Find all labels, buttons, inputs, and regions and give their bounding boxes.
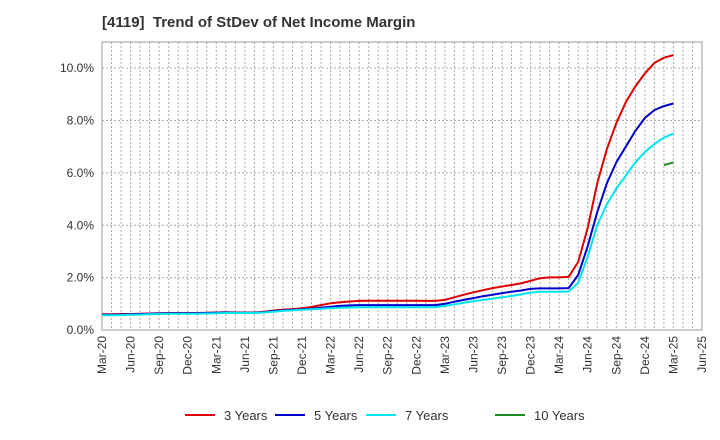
x-tick-label: Sep-24 [609, 336, 623, 375]
x-tick-label: Sep-23 [495, 336, 509, 375]
x-tick-label: Mar-21 [209, 336, 223, 374]
chart-title: [4119] Trend of StDev of Net Income Marg… [102, 14, 416, 31]
series-line-10-years [663, 161, 674, 167]
x-tick-label: Jun-25 [695, 336, 709, 373]
x-tick-label: Mar-23 [438, 336, 452, 374]
plot-frame [101, 41, 703, 331]
x-tick-label: Mar-22 [324, 336, 338, 374]
legend-label-3-years: 3 Years [224, 408, 268, 423]
series-lines [102, 54, 674, 317]
y-tick-label: 10.0% [60, 61, 94, 75]
y-tick-label: 6.0% [67, 166, 95, 180]
y-tick-label: 2.0% [67, 271, 95, 285]
grid [102, 42, 702, 330]
y-tick-label: 8.0% [67, 114, 95, 128]
y-tick-label: 0.0% [67, 323, 95, 337]
x-tick-label: Jun-23 [466, 336, 480, 373]
x-tick-label: Dec-23 [524, 336, 538, 375]
series-line-7-years [102, 132, 674, 317]
x-tick-label: Sep-20 [152, 336, 166, 375]
x-tick-label: Sep-22 [381, 336, 395, 375]
x-tick-label: Sep-21 [266, 336, 280, 375]
axes: 0.0% 2.0% 4.0% 6.0% 8.0% 10.0% Mar-20 Jun-20 Sep… [60, 41, 709, 375]
x-tick-label: Jun-21 [238, 336, 252, 373]
x-tick-label: Jun-24 [581, 336, 595, 373]
legend-label-5-years: 5 Years [314, 408, 358, 423]
legend-label-10-years: 10 Years [534, 408, 585, 423]
x-tick-label: Dec-20 [181, 336, 195, 375]
x-tick-label: Dec-22 [409, 336, 423, 375]
x-tick-label: Jun-22 [352, 336, 366, 373]
x-tick-label: Mar-25 [666, 336, 680, 374]
legend: 3 Years 5 Years 7 Years 10 Years [185, 408, 585, 423]
legend-label-7-years: 7 Years [405, 408, 449, 423]
x-tick-label: Mar-20 [95, 336, 109, 374]
y-tick-label: 4.0% [67, 218, 95, 232]
x-tick-label: Jun-20 [124, 336, 138, 373]
x-tick-label: Mar-24 [552, 336, 566, 374]
x-tick-label: Dec-21 [295, 336, 309, 375]
x-tick-label: Dec-24 [638, 336, 652, 375]
